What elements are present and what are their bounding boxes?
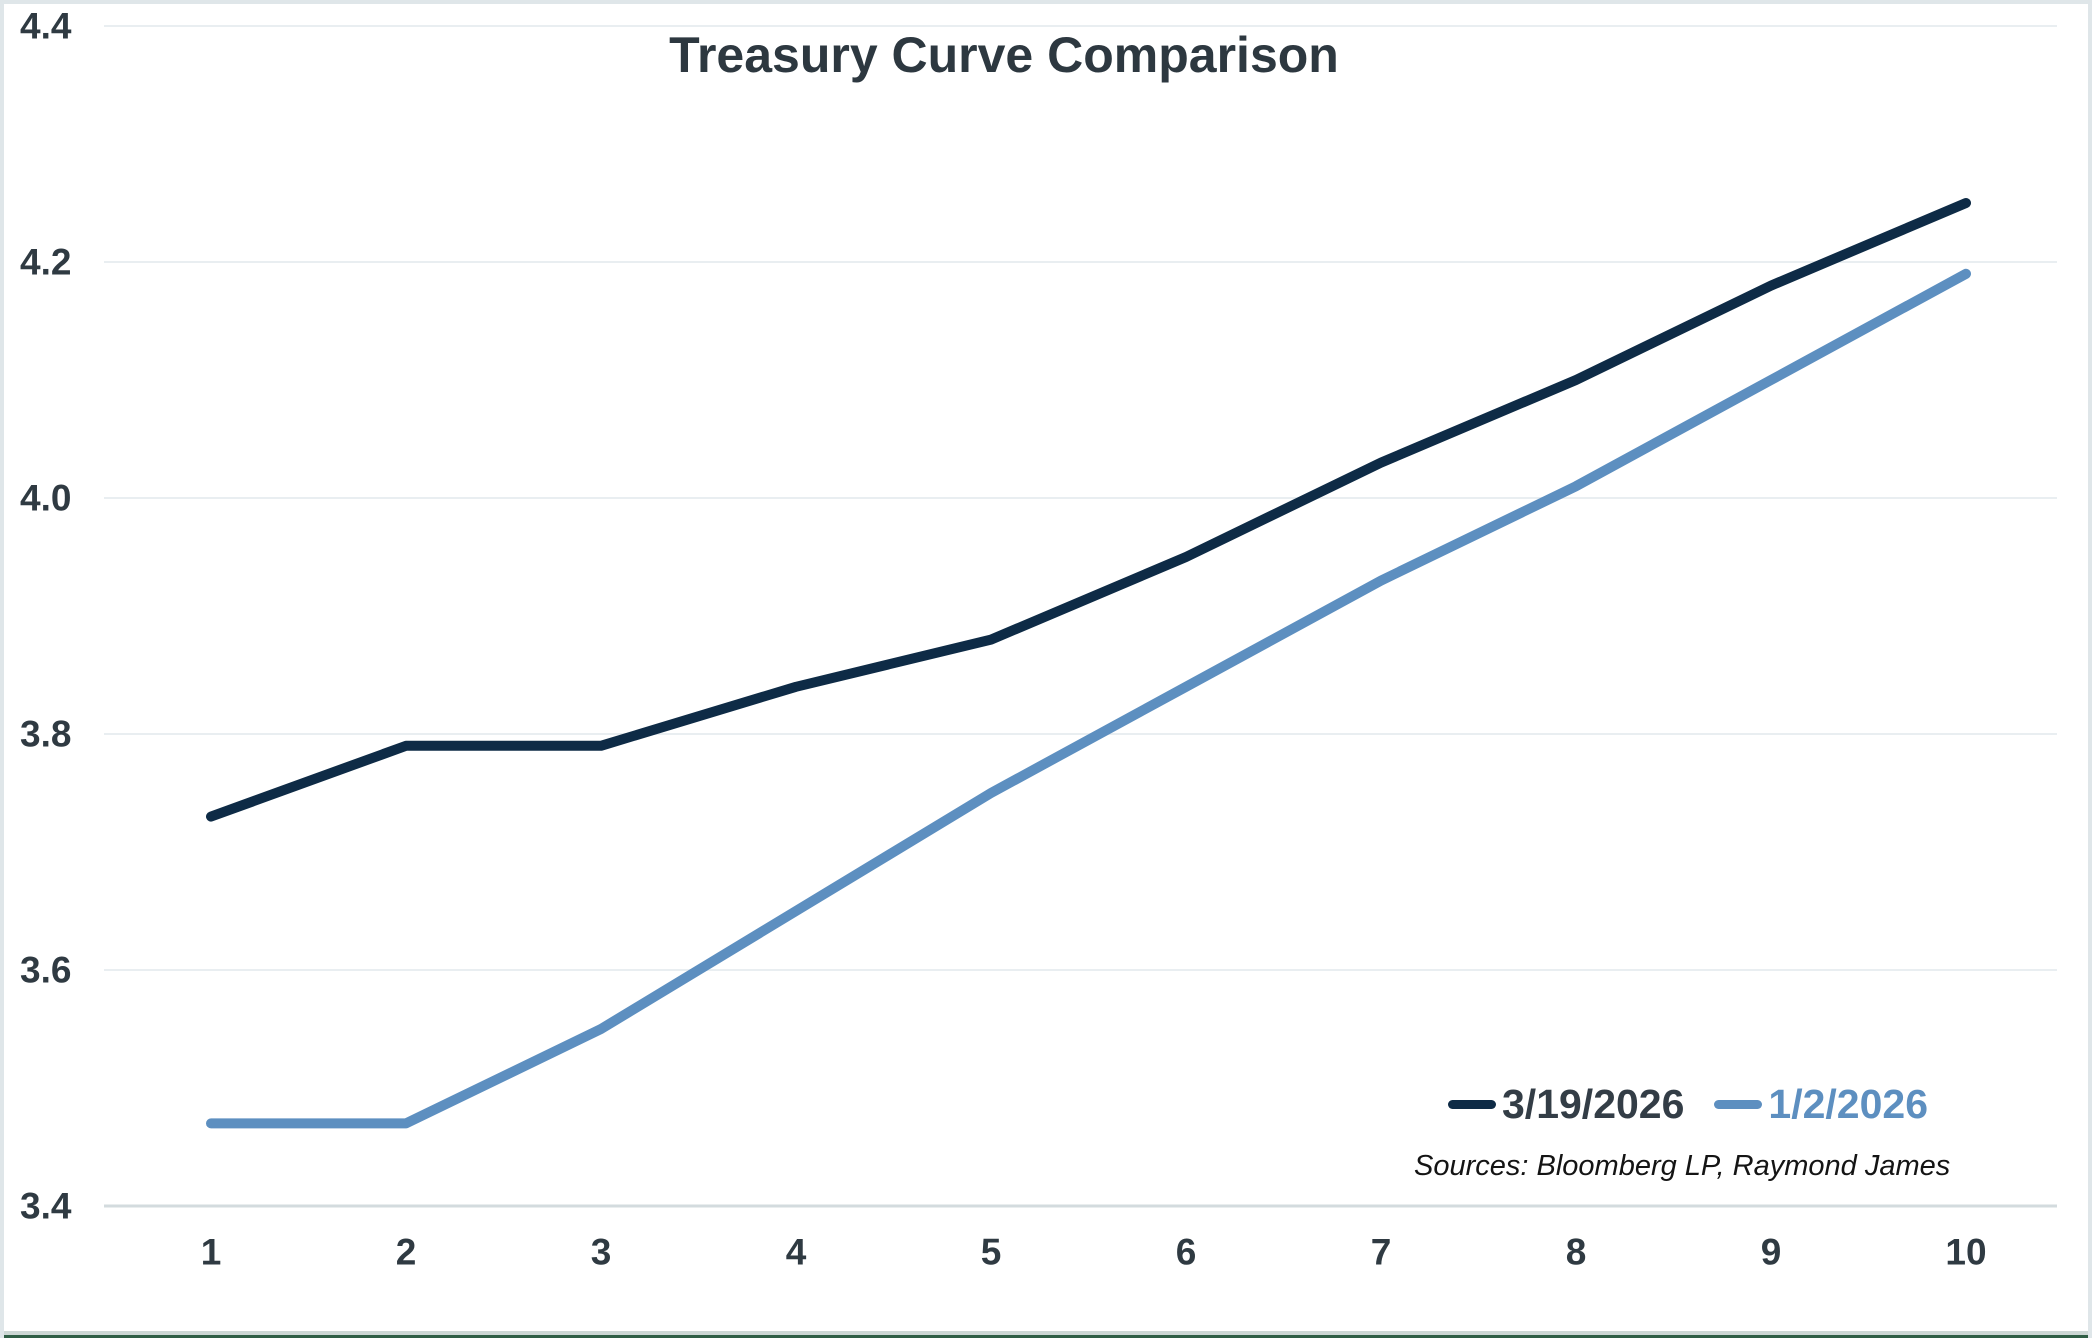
x-axis-label: 2 [396,1232,417,1273]
bottom-border-edge [4,1335,2088,1338]
x-axis-label: 6 [1176,1232,1197,1273]
source-note: Sources: Bloomberg LP, Raymond James [1414,1150,1951,1182]
y-axis-label: 4.0 [20,478,71,519]
x-axis-label: 5 [981,1232,1002,1273]
x-axis-label: 9 [1761,1232,1782,1273]
x-axis-label: 8 [1566,1232,1587,1273]
legend-label-series1: 3/19/2026 [1502,1081,1685,1127]
legend: 3/19/2026 1/2/2026 [1448,1078,1928,1130]
y-axis-label: 3.6 [20,950,71,991]
y-axis-label: 3.4 [20,1186,72,1227]
legend-swatch-series2 [1714,1099,1763,1109]
y-axis-label: 4.2 [20,242,71,283]
y-axis-label: 3.8 [20,714,71,755]
x-axis-label: 4 [786,1232,807,1273]
x-axis-label: 1 [201,1232,222,1273]
x-axis-label: 10 [1945,1232,1986,1273]
series-line-2 [206,268,1971,1129]
legend-label-series2: 1/2/2026 [1768,1081,1929,1127]
legend-swatch-series1 [1448,1099,1496,1109]
legend-item-series2: 1/2/2026 [1714,1078,1928,1130]
y-axis-label: 4.4 [20,6,72,47]
x-axis-label: 7 [1371,1232,1392,1273]
bottom-border-band [4,1331,2088,1335]
plot-area: 3.4 3.6 3.8 4.0 4.2 4.4 1 2 3 4 5 6 7 8 9 10 [20,6,2057,1273]
chart-title: Treasury Curve Comparison [669,27,1339,83]
x-axis-label: 3 [591,1232,612,1273]
series-line-1 [206,198,1971,822]
